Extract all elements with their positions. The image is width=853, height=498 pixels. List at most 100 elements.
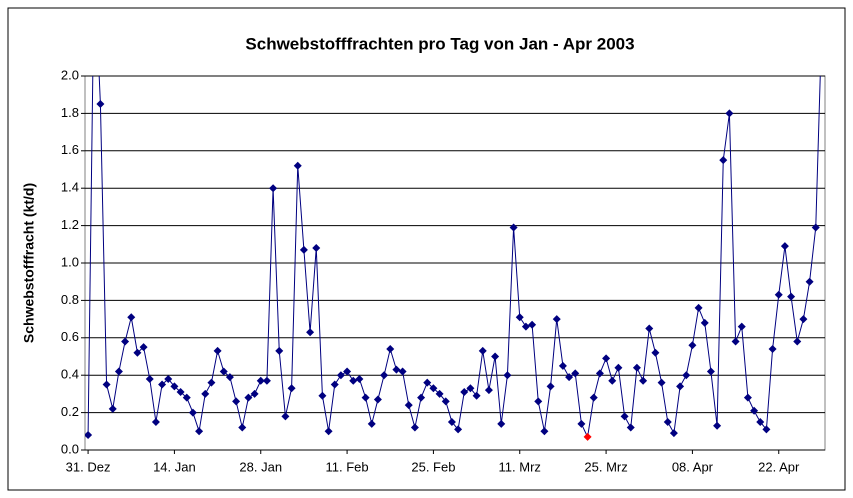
data-point bbox=[583, 432, 592, 441]
data-point bbox=[503, 371, 512, 380]
data-point bbox=[546, 382, 555, 391]
data-point bbox=[108, 404, 117, 413]
data-point bbox=[151, 417, 160, 426]
data-point bbox=[361, 393, 370, 402]
data-point bbox=[244, 393, 253, 402]
data-point bbox=[373, 395, 382, 404]
data-point bbox=[225, 373, 234, 382]
data-point bbox=[694, 303, 703, 312]
data-point bbox=[386, 345, 395, 354]
data-point bbox=[558, 361, 567, 370]
data-point bbox=[805, 277, 814, 286]
data-point bbox=[306, 328, 315, 337]
data-point bbox=[688, 341, 697, 350]
data-point bbox=[460, 388, 469, 397]
data-point bbox=[657, 378, 666, 387]
data-point bbox=[491, 352, 500, 361]
plot-series bbox=[85, 76, 821, 441]
data-point bbox=[521, 322, 530, 331]
data-point bbox=[158, 380, 167, 389]
data-point bbox=[731, 337, 740, 346]
data-point bbox=[330, 380, 339, 389]
data-point bbox=[293, 161, 302, 170]
data-point bbox=[121, 337, 130, 346]
data-point bbox=[423, 378, 432, 387]
y-tick-label: 1.6 bbox=[61, 142, 79, 157]
data-point bbox=[287, 384, 296, 393]
data-point bbox=[275, 346, 284, 355]
data-point bbox=[645, 324, 654, 333]
x-tick-label: 11. Feb bbox=[326, 459, 369, 474]
data-point bbox=[620, 412, 629, 421]
data-point bbox=[429, 384, 438, 393]
data-point bbox=[478, 346, 487, 355]
data-point bbox=[96, 100, 105, 109]
data-point bbox=[589, 393, 598, 402]
data-point bbox=[528, 320, 537, 329]
data-point bbox=[484, 386, 493, 395]
y-tick-label: 0.6 bbox=[61, 329, 79, 344]
y-tick-label: 1.0 bbox=[61, 254, 79, 269]
data-point bbox=[725, 109, 734, 118]
data-point bbox=[762, 425, 771, 434]
data-point bbox=[706, 367, 715, 376]
data-point bbox=[269, 184, 278, 193]
data-point bbox=[639, 376, 648, 385]
data-point bbox=[85, 431, 93, 440]
x-tick-label: 25. Feb bbox=[411, 459, 455, 474]
data-point bbox=[571, 369, 580, 378]
data-point bbox=[256, 376, 265, 385]
data-point bbox=[651, 348, 660, 357]
x-tick-label: 28. Jan bbox=[239, 459, 282, 474]
data-point bbox=[238, 423, 247, 432]
data-point bbox=[793, 337, 802, 346]
data-point bbox=[447, 417, 456, 426]
chart-frame bbox=[7, 7, 846, 491]
data-point bbox=[663, 417, 672, 426]
data-point bbox=[441, 397, 450, 406]
data-point bbox=[454, 425, 463, 434]
data-point bbox=[250, 389, 259, 398]
data-point bbox=[435, 389, 444, 398]
data-point bbox=[281, 412, 290, 421]
data-point bbox=[176, 388, 185, 397]
data-point bbox=[336, 371, 345, 380]
data-point bbox=[750, 406, 759, 415]
y-tick-label: 0.8 bbox=[61, 292, 79, 307]
data-point bbox=[207, 378, 216, 387]
data-point bbox=[509, 223, 518, 232]
data-point bbox=[626, 423, 635, 432]
data-point bbox=[114, 367, 123, 376]
data-point bbox=[719, 156, 728, 165]
x-tick-label: 22. Apr bbox=[758, 459, 800, 474]
data-point bbox=[164, 374, 173, 383]
data-point bbox=[299, 245, 308, 254]
data-point bbox=[404, 401, 413, 410]
x-tick-label: 31. Dez bbox=[66, 459, 111, 474]
data-point bbox=[133, 348, 142, 357]
data-point bbox=[669, 429, 678, 438]
data-point bbox=[737, 322, 746, 331]
data-point bbox=[188, 408, 197, 417]
data-point bbox=[799, 315, 808, 324]
data-point bbox=[756, 417, 765, 426]
x-tick-label: 08. Apr bbox=[672, 459, 714, 474]
data-point bbox=[466, 384, 475, 393]
x-tick-label: 14. Jan bbox=[153, 459, 196, 474]
y-tick-label: 0.4 bbox=[61, 367, 79, 382]
y-tick-label: 2.0 bbox=[61, 67, 79, 82]
data-point bbox=[145, 374, 154, 383]
data-point bbox=[595, 369, 604, 378]
data-point bbox=[182, 393, 191, 402]
data-point bbox=[811, 223, 820, 232]
y-tick-label: 1.2 bbox=[61, 217, 79, 232]
data-point bbox=[139, 343, 148, 352]
data-point bbox=[602, 354, 611, 363]
data-point bbox=[780, 242, 789, 251]
data-point bbox=[312, 244, 321, 253]
data-point bbox=[768, 345, 777, 354]
data-point bbox=[552, 315, 561, 324]
data-point bbox=[367, 419, 376, 428]
data-point bbox=[410, 423, 419, 432]
y-tick-label: 0.0 bbox=[61, 441, 79, 456]
